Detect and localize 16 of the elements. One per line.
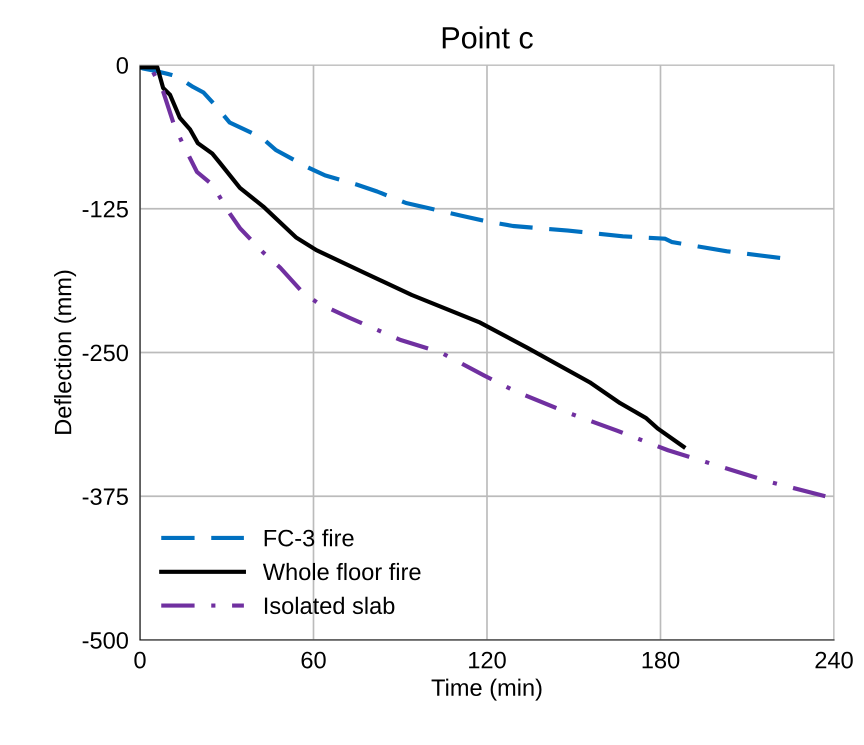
legend-label: FC-3 fire bbox=[264, 529, 354, 546]
y-tick-label: -125 bbox=[82, 200, 128, 218]
x-tick-label: 120 bbox=[469, 652, 506, 668]
x-tick-label: 180 bbox=[642, 652, 680, 668]
y-tick-label: -250 bbox=[82, 344, 128, 362]
y-tick-label: 0 bbox=[116, 57, 128, 74]
chart-title: Point c bbox=[442, 26, 533, 49]
x-axis-title: Time (min) bbox=[432, 678, 542, 701]
x-tick-label: 60 bbox=[302, 652, 326, 668]
y-tick-label: -500 bbox=[82, 632, 128, 649]
legend-label: Isolated slab bbox=[264, 596, 394, 614]
y-tick-label: -375 bbox=[82, 488, 128, 506]
legend-label: Whole floor fire bbox=[262, 562, 421, 580]
y-axis-title: Deflection (mm) bbox=[54, 270, 76, 434]
x-tick-label: 240 bbox=[815, 652, 853, 668]
x-tick-label: 0 bbox=[134, 652, 146, 668]
